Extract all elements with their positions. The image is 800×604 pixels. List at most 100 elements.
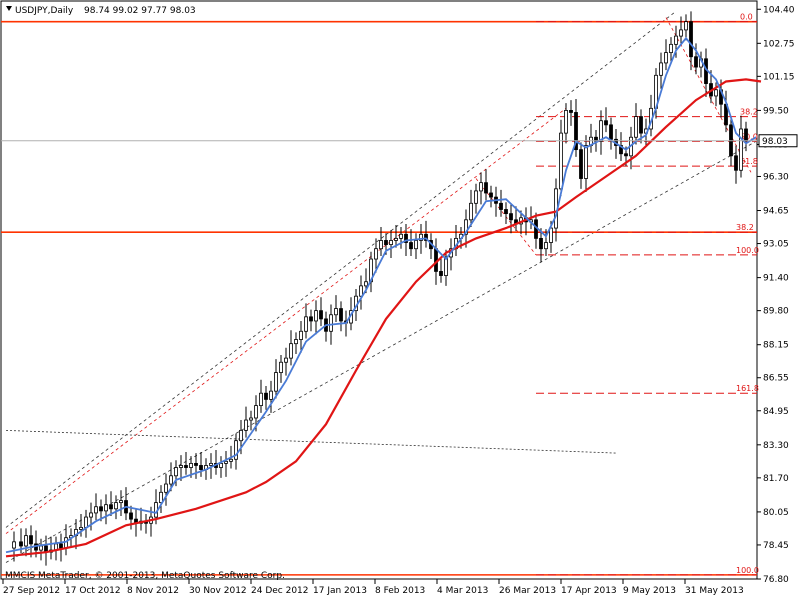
candle-body (694, 56, 698, 68)
candle-body (474, 190, 478, 204)
candle-body (234, 440, 238, 460)
candle-body (359, 285, 363, 297)
candle-body (159, 491, 163, 504)
candle-body (209, 462, 213, 466)
candlesticks (12, 11, 748, 566)
time-tick-label: 4 Mar 2013 (437, 586, 488, 596)
time-tick-label: 27 Sep 2012 (3, 586, 60, 596)
fib-level-label: 161.8 (736, 384, 759, 393)
fib-level-label: 38.2 (740, 108, 758, 117)
trend-channel-line[interactable] (5, 11, 677, 528)
candle-body (109, 504, 113, 510)
candle-body (219, 462, 223, 468)
candle-body (379, 240, 383, 250)
candle-body (539, 237, 543, 250)
fib-level-label: 50.0 (740, 132, 758, 141)
candle-body (224, 460, 228, 464)
candle-body (329, 314, 333, 332)
candle-body (364, 281, 368, 287)
candle-body (12, 541, 16, 549)
candle-body (484, 182, 488, 194)
candle-body (19, 541, 23, 547)
candle-body (374, 248, 378, 260)
candle-body (509, 213, 513, 221)
price-tick-label: 96.30 (763, 172, 789, 182)
dropdown-triangle-icon[interactable] (6, 6, 12, 11)
fib-level-label: 38.2 (736, 223, 754, 232)
candle-body (479, 182, 483, 192)
candle-body (284, 357, 288, 363)
candle-body (559, 132, 563, 190)
price-tick-label: 80.05 (763, 508, 789, 518)
candle-body (309, 316, 313, 322)
candle-body (404, 233, 408, 243)
candle-body (674, 35, 678, 45)
fib-level-label: 0.0 (740, 13, 753, 22)
candle-body (164, 483, 168, 493)
candle-body (574, 112, 578, 151)
candle-body (24, 535, 28, 547)
chart-symbol-label: USDJPY,Daily (15, 6, 74, 16)
candle-body (264, 392, 268, 400)
candle-body (624, 153, 628, 157)
current-price-box (758, 134, 798, 148)
moving-average-fast-line[interactable] (5, 36, 757, 554)
candle-body (269, 390, 273, 400)
price-tick-label: 76.80 (763, 575, 789, 585)
candle-body (669, 43, 673, 54)
candle-body (399, 233, 403, 239)
candle-body (289, 343, 293, 359)
candle-body (89, 512, 93, 518)
candle-body (244, 419, 248, 431)
candle-body (714, 89, 718, 97)
candle-body (129, 512, 133, 520)
price-tick-label: 89.80 (763, 307, 789, 317)
candle-body (599, 120, 603, 142)
time-tick-label: 17 Jan 2013 (313, 586, 367, 596)
time-tick-label: 30 Nov 2012 (189, 586, 247, 596)
fib-level-label: 61.8 (740, 157, 758, 166)
candle-body (194, 462, 198, 466)
candle-body (424, 233, 428, 241)
time-tick-label: 8 Feb 2013 (375, 586, 425, 596)
price-tick-label: 88.15 (763, 341, 789, 351)
candle-body (594, 136, 598, 142)
candle-body (469, 202, 473, 221)
candle-body (29, 535, 33, 545)
candle-body (339, 308, 343, 322)
time-tick-label: 8 Nov 2012 (127, 586, 179, 596)
candle-body (439, 271, 443, 276)
candle-body (684, 21, 688, 31)
candle-body (184, 465, 188, 468)
candle-body (679, 29, 683, 37)
ohlc-values-label: 98.74 99.02 97.77 98.03 (84, 6, 196, 16)
candle-body (499, 202, 503, 210)
candle-body (119, 500, 123, 504)
candle-body (549, 227, 553, 243)
time-tick-label: 26 Mar 2013 (499, 586, 556, 596)
time-tick-label: 31 May 2013 (685, 586, 744, 596)
current-price-label: 98.03 (762, 137, 788, 147)
price-tick-label: 93.05 (763, 240, 789, 250)
moving-average-slow-line[interactable] (5, 78, 762, 558)
time-tick-label: 9 May 2013 (623, 586, 676, 596)
candle-body (179, 465, 183, 468)
time-axis-labels: 27 Sep 2012 17 Oct 2012 8 Nov 2012 30 Nov 2… (2, 579, 744, 596)
horizontal-level-lines[interactable] (1, 20, 757, 576)
candle-body (249, 417, 253, 421)
candle-body (239, 429, 243, 442)
candle-body (64, 537, 68, 549)
candle-body (564, 110, 568, 134)
candle-body (419, 233, 423, 241)
price-tick-label: 94.65 (763, 207, 789, 217)
candle-body (659, 62, 663, 76)
trend-channel-line[interactable] (5, 141, 757, 563)
candle-body (319, 310, 323, 320)
candle-body (444, 256, 448, 276)
candle-body (639, 116, 643, 134)
candle-body (604, 120, 608, 126)
candle-body (409, 242, 413, 250)
price-tick-label: 83.30 (763, 441, 789, 451)
